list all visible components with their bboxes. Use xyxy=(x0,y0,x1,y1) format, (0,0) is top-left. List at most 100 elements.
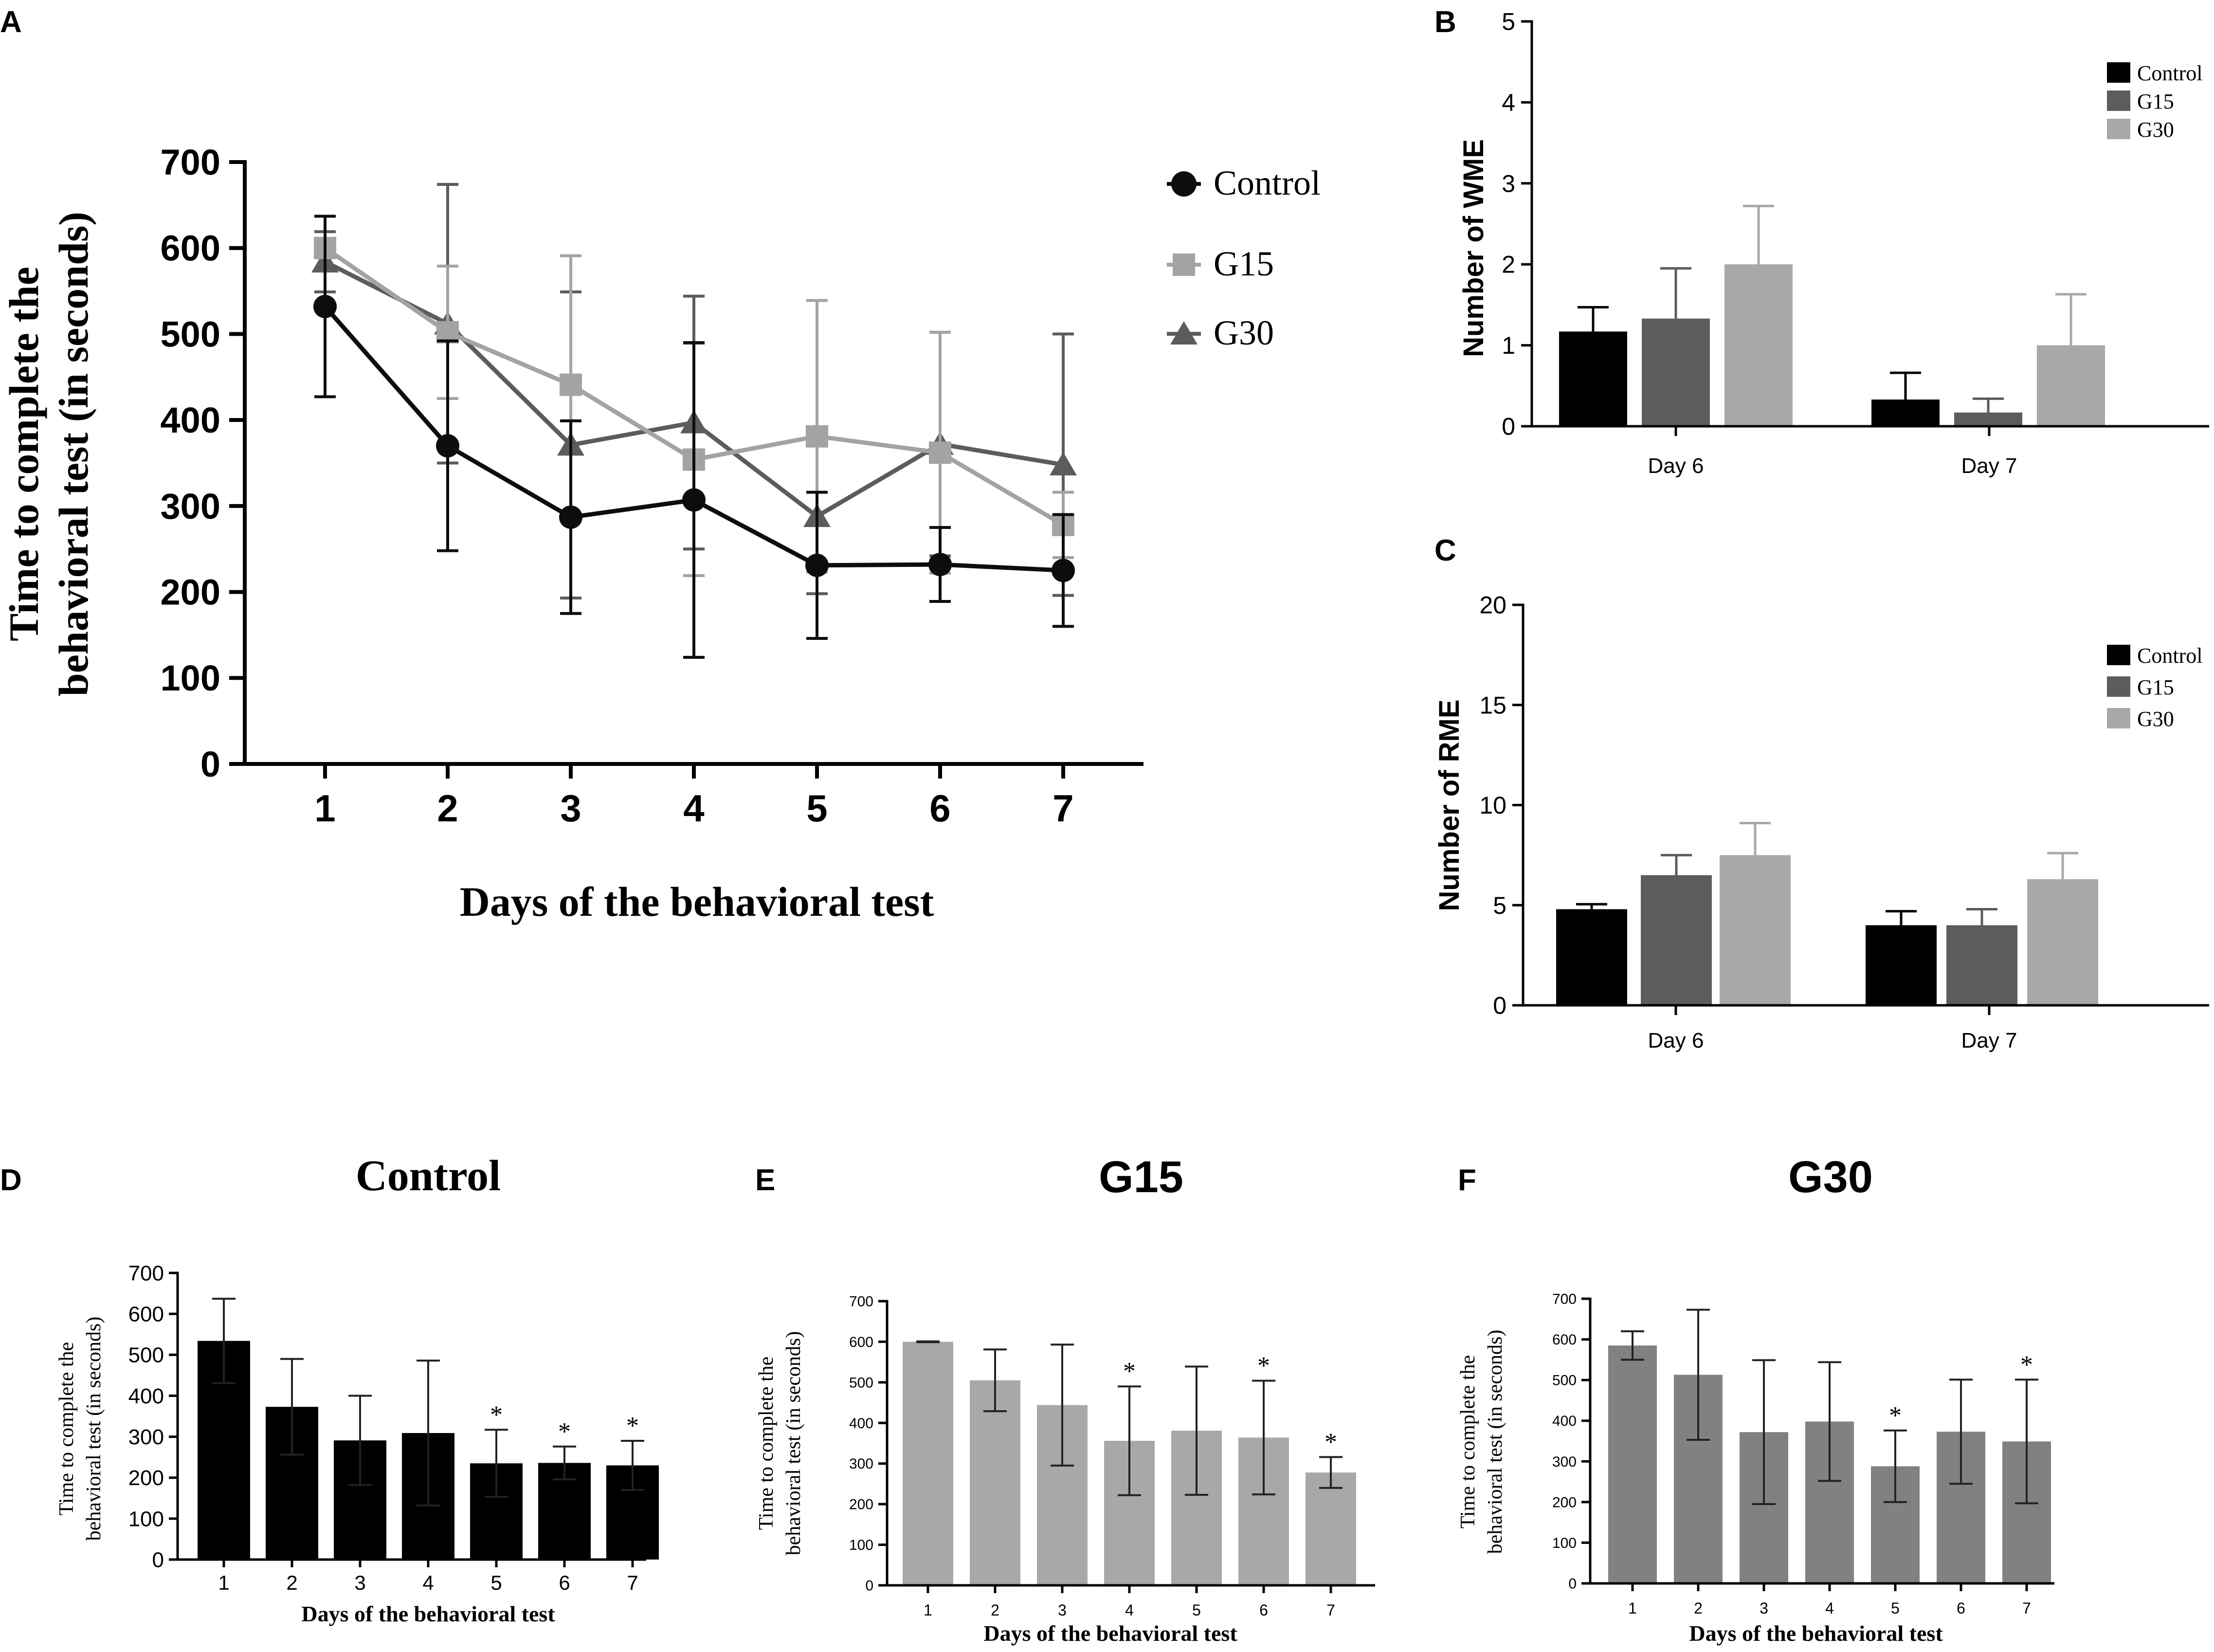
error-bar xyxy=(1818,1361,1841,1482)
bar-g15 xyxy=(1642,318,1710,426)
x-tick-label: 4 xyxy=(1825,1599,1834,1617)
legend: Control G15 G30 xyxy=(2107,61,2202,142)
panel-label-e: E xyxy=(755,1163,775,1197)
y-tick-label: 10 xyxy=(1479,792,1506,819)
error-bar xyxy=(553,1445,576,1481)
y-axis-label-line2: behavioral test (in seconds) xyxy=(50,212,97,696)
y-tick-label: 700 xyxy=(849,1294,873,1310)
x-tick-label: Day 7 xyxy=(1961,454,2017,478)
axes xyxy=(1530,20,2209,428)
bar xyxy=(1306,1472,1356,1585)
bars: * * * xyxy=(198,1298,659,1560)
significance-marker: * xyxy=(1257,1352,1270,1380)
y-tick-label: 100 xyxy=(1552,1535,1577,1551)
bar-control xyxy=(1556,909,1627,1005)
bars xyxy=(1556,822,2098,1005)
bar-g15 xyxy=(1641,875,1712,1005)
data-point xyxy=(806,425,828,448)
y-tick-label: 600 xyxy=(161,228,220,269)
y-tick-label: 0 xyxy=(1568,1576,1577,1592)
y-tick-label: 4 xyxy=(1502,89,1515,116)
bar-g15 xyxy=(1954,412,2022,426)
y-tick-label: 5 xyxy=(1502,8,1515,36)
significance-marker: * xyxy=(558,1418,571,1446)
error-bar xyxy=(621,1439,644,1491)
y-axis-label-line2: behavioral test (in seconds) xyxy=(83,1317,105,1541)
x-tick-label: 1 xyxy=(314,787,335,830)
x-tick-label: 1 xyxy=(1628,1599,1637,1617)
y-tick-label: 1 xyxy=(1502,332,1515,359)
x-tick-label: 7 xyxy=(2022,1599,2031,1617)
data-point xyxy=(928,553,952,577)
y-tick-label: 500 xyxy=(161,314,220,354)
x-tick-label: Day 6 xyxy=(1648,454,1704,478)
y-tick-label: 300 xyxy=(849,1456,873,1472)
y-tick-label: 100 xyxy=(849,1537,873,1553)
panel-label-b: B xyxy=(1434,5,1456,39)
y-tick-label: 400 xyxy=(1552,1413,1577,1429)
bar-g30 xyxy=(2027,879,2098,1005)
legend-label-g15: G15 xyxy=(1214,244,1274,283)
x-tick-label: 2 xyxy=(437,787,458,830)
y-axis-label-line1: Time to complete the xyxy=(755,1357,778,1530)
y-tick-label: 200 xyxy=(849,1497,873,1513)
error-bar xyxy=(212,1298,236,1384)
chart-e: E G15 Days of the behavioral test Time t… xyxy=(755,1152,1375,1646)
y-tick-label: 400 xyxy=(128,1384,164,1408)
y-tick-label: 0 xyxy=(1493,992,1506,1019)
significance-marker: * xyxy=(490,1401,503,1429)
legend-item-g30: G30 xyxy=(1167,313,1274,352)
legend-marker-control xyxy=(1171,171,1197,197)
data-point xyxy=(805,553,829,577)
bar-control xyxy=(1866,925,1937,1005)
error-bar xyxy=(1185,1365,1208,1496)
chart-a: A Days of the behavioral test Time to co… xyxy=(0,5,1321,925)
legend-label-control: Control xyxy=(2137,644,2202,668)
significance-marker: * xyxy=(2020,1351,2033,1379)
series-control xyxy=(313,215,1075,659)
x-tick-label: 6 xyxy=(1957,1599,1965,1617)
y-tick-label: 0 xyxy=(152,1548,164,1572)
legend-marker-g30 xyxy=(1170,321,1198,345)
y-tick-label: 100 xyxy=(128,1507,164,1531)
error-bar xyxy=(1118,1385,1141,1496)
chart-b: B Number of WME 0 1 2 3 4 5 Day 6 Day 7 Contro… xyxy=(1434,5,2209,478)
legend-swatch-g30 xyxy=(2107,708,2130,728)
y-ticks: 0 100 200 300 400 500 600 700 xyxy=(849,1294,887,1594)
x-tick-label: Day 7 xyxy=(1961,1029,2017,1053)
y-tick-label: 0 xyxy=(200,744,220,784)
y-axis-label-line1: Time to complete the xyxy=(1457,1355,1479,1529)
bars: ** xyxy=(1608,1308,2051,1583)
y-ticks: 0 100 200 300 400 500 600 700 xyxy=(1552,1291,1590,1592)
error-bar xyxy=(916,1340,940,1343)
y-axis-label: Number of RME xyxy=(1434,700,1465,911)
error-bar xyxy=(485,1429,508,1498)
error-bar xyxy=(1884,1429,1907,1503)
x-axis-label: Days of the behavioral test xyxy=(983,1621,1237,1646)
legend-label-control: Control xyxy=(1214,163,1321,202)
y-ticks: 0 100 200 300 400 500 600 700 xyxy=(161,142,245,784)
legend-label-g15: G15 xyxy=(2137,90,2174,113)
error-bar xyxy=(1949,1379,1973,1485)
axes xyxy=(176,1271,646,1561)
data-point xyxy=(436,434,459,458)
error-bar xyxy=(1252,1380,1275,1496)
legend: Control G15 G30 xyxy=(1167,163,1321,352)
x-tick-label: 3 xyxy=(1058,1601,1067,1619)
x-tick-label: 7 xyxy=(627,1571,638,1594)
bar xyxy=(1608,1345,1657,1583)
y-tick-label: 700 xyxy=(1552,1291,1577,1307)
x-tick-label: 2 xyxy=(991,1601,999,1619)
bar-g30 xyxy=(1720,855,1791,1005)
panel-label-f: F xyxy=(1458,1163,1476,1197)
legend-swatch-control xyxy=(2107,645,2130,665)
error-bar xyxy=(983,1348,1007,1413)
axes xyxy=(1522,603,2209,1007)
x-axis-label: Days of the behavioral test xyxy=(1689,1621,1943,1646)
legend-swatch-g15 xyxy=(2107,676,2130,697)
y-tick-label: 5 xyxy=(1493,892,1506,919)
series-group xyxy=(311,182,1077,659)
y-tick-label: 500 xyxy=(1552,1373,1577,1389)
legend-label-control: Control xyxy=(2137,61,2202,85)
